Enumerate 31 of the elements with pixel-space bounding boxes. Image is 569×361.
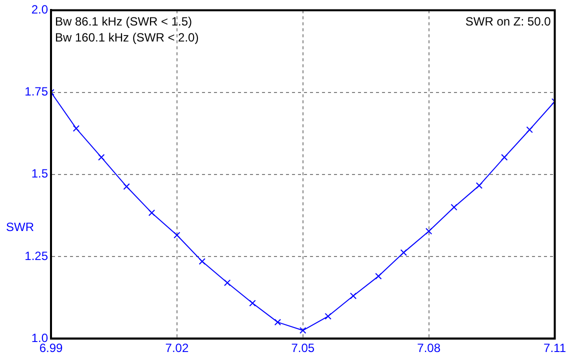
annotation: SWR on Z: 50.0: [465, 14, 552, 29]
point: [450, 204, 458, 211]
point: [350, 292, 357, 300]
x-tick-label: 7.11: [544, 341, 566, 356]
annotation: Bw 160.1 kHz (SWR < 2.0): [55, 30, 199, 45]
x-tick-label: 7.02: [165, 341, 189, 356]
point: [501, 154, 508, 161]
point: [426, 228, 432, 235]
point: [274, 318, 282, 326]
x-tick-label: 7.08: [417, 341, 441, 356]
x-tick-label: 7.05: [291, 341, 315, 356]
point: [375, 272, 382, 280]
point: [300, 327, 306, 334]
y-axis-title: SWR: [6, 220, 34, 234]
point: [198, 258, 206, 265]
y-tick-label: 1.5: [31, 166, 48, 181]
y-tick-label: 2.0: [31, 2, 48, 17]
point: [98, 154, 105, 161]
point: [526, 126, 533, 134]
point: [148, 209, 156, 216]
point: [476, 182, 483, 189]
point: [224, 279, 231, 286]
point: [324, 312, 332, 320]
point: [174, 232, 180, 238]
point: [72, 125, 80, 132]
y-tick-label: 1.75: [24, 84, 48, 99]
point: [123, 183, 130, 190]
point: [400, 249, 407, 256]
annotation: Bw 86.1 kHz (SWR < 1.5): [55, 14, 192, 29]
y-tick-label: 1.25: [24, 248, 48, 263]
point: [249, 300, 256, 306]
